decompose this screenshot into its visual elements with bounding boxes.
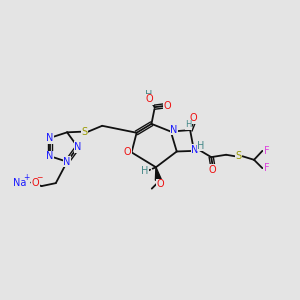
Text: O: O: [190, 113, 197, 123]
Text: Na: Na: [13, 178, 26, 188]
Text: −: −: [37, 173, 43, 182]
Text: +: +: [23, 173, 30, 182]
Text: O: O: [163, 101, 171, 111]
Text: H: H: [185, 120, 192, 129]
Text: O: O: [32, 178, 39, 188]
Text: N: N: [191, 145, 199, 155]
Text: F: F: [264, 146, 269, 156]
Text: O: O: [157, 179, 164, 189]
Text: N: N: [46, 151, 53, 161]
Text: S: S: [236, 151, 242, 161]
Text: N: N: [170, 125, 178, 135]
Text: H: H: [146, 90, 153, 100]
Text: O: O: [146, 94, 153, 104]
Text: O: O: [123, 147, 131, 157]
Text: H: H: [141, 166, 148, 176]
Text: S: S: [81, 127, 87, 137]
Text: H: H: [197, 140, 205, 151]
Text: O: O: [209, 165, 217, 175]
Polygon shape: [155, 167, 161, 180]
Text: N: N: [74, 142, 82, 152]
Text: N: N: [46, 133, 53, 143]
Text: N: N: [63, 157, 71, 167]
Text: F: F: [264, 163, 269, 173]
